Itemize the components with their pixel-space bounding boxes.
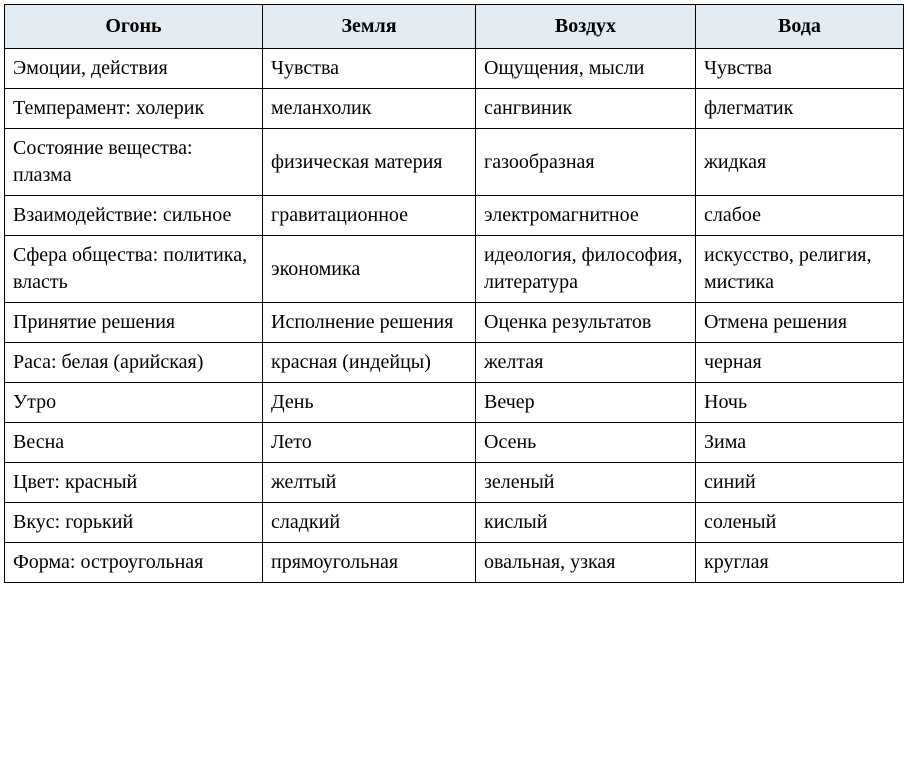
table-cell: синий	[696, 463, 904, 503]
table-cell: Чувства	[696, 49, 904, 89]
table-cell: Принятие решения	[5, 303, 263, 343]
table-cell: соленый	[696, 503, 904, 543]
table-cell: гравитационное	[263, 196, 476, 236]
table-cell: желтый	[263, 463, 476, 503]
table-cell: Осень	[476, 423, 696, 463]
table-cell: Отмена решения	[696, 303, 904, 343]
table-row: Вкус: горькийсладкийкислыйсоленый	[5, 503, 904, 543]
table-cell: Весна	[5, 423, 263, 463]
table-cell: слабое	[696, 196, 904, 236]
table-cell: идеология, философия, литература	[476, 236, 696, 303]
table-cell: экономика	[263, 236, 476, 303]
elements-table: Огонь Земля Воздух Вода Эмоции, действия…	[4, 4, 904, 583]
table-cell: Зима	[696, 423, 904, 463]
table-cell: Темперамент: холерик	[5, 89, 263, 129]
table-row: Взаимодействие: сильноегравитационноеэле…	[5, 196, 904, 236]
table-row: УтроДеньВечерНочь	[5, 383, 904, 423]
table-cell: газообразная	[476, 129, 696, 196]
table-row: Цвет: красныйжелтыйзеленыйсиний	[5, 463, 904, 503]
table-cell: Вечер	[476, 383, 696, 423]
table-cell: Исполнение решения	[263, 303, 476, 343]
table-row: Эмоции, действияЧувстваОщущения, мыслиЧу…	[5, 49, 904, 89]
table-cell: искусство, религия, мистика	[696, 236, 904, 303]
table-cell: зеленый	[476, 463, 696, 503]
table-cell: Состояние вещества: плазма	[5, 129, 263, 196]
table-cell: меланхолик	[263, 89, 476, 129]
table-cell: Вкус: горький	[5, 503, 263, 543]
table-row: Принятие решенияИсполнение решенияОценка…	[5, 303, 904, 343]
table-cell: черная	[696, 343, 904, 383]
table-row: Сфера общества: политика, властьэкономик…	[5, 236, 904, 303]
table-cell: Лето	[263, 423, 476, 463]
table-row: Раса: белая (арийская)красная (индейцы)ж…	[5, 343, 904, 383]
table-cell: кислый	[476, 503, 696, 543]
table-row: Состояние вещества: плазмафизическая мат…	[5, 129, 904, 196]
table-cell: Форма: остроугольная	[5, 543, 263, 583]
table-cell: овальная, узкая	[476, 543, 696, 583]
table-row: Темперамент: холерикмеланхоликсангвиникф…	[5, 89, 904, 129]
table-cell: красная (индейцы)	[263, 343, 476, 383]
column-header: Земля	[263, 5, 476, 49]
table-cell: желтая	[476, 343, 696, 383]
table-cell: электромагнитное	[476, 196, 696, 236]
table-cell: Сфера общества: политика, власть	[5, 236, 263, 303]
table-cell: Ощущения, мысли	[476, 49, 696, 89]
table-cell: жидкая	[696, 129, 904, 196]
table-cell: прямоугольная	[263, 543, 476, 583]
table-cell: физическая материя	[263, 129, 476, 196]
table-cell: Цвет: красный	[5, 463, 263, 503]
table-row: ВеснаЛетоОсеньЗима	[5, 423, 904, 463]
table-cell: Чувства	[263, 49, 476, 89]
table-cell: сладкий	[263, 503, 476, 543]
table-cell: Ночь	[696, 383, 904, 423]
table-cell: сангвиник	[476, 89, 696, 129]
table-row: Форма: остроугольнаяпрямоугольнаяовальна…	[5, 543, 904, 583]
table-cell: Раса: белая (арийская)	[5, 343, 263, 383]
table-header-row: Огонь Земля Воздух Вода	[5, 5, 904, 49]
table-cell: Взаимодействие: сильное	[5, 196, 263, 236]
column-header: Огонь	[5, 5, 263, 49]
table-cell: круглая	[696, 543, 904, 583]
table-cell: День	[263, 383, 476, 423]
table-cell: Утро	[5, 383, 263, 423]
table-cell: Эмоции, действия	[5, 49, 263, 89]
table-body: Эмоции, действияЧувстваОщущения, мыслиЧу…	[5, 49, 904, 583]
column-header: Вода	[696, 5, 904, 49]
column-header: Воздух	[476, 5, 696, 49]
table-cell: флегматик	[696, 89, 904, 129]
table-cell: Оценка результатов	[476, 303, 696, 343]
